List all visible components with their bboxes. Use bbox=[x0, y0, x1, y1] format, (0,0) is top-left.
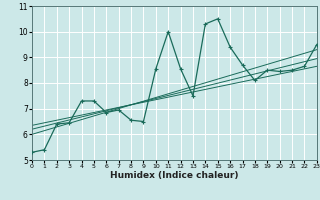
X-axis label: Humidex (Indice chaleur): Humidex (Indice chaleur) bbox=[110, 171, 239, 180]
